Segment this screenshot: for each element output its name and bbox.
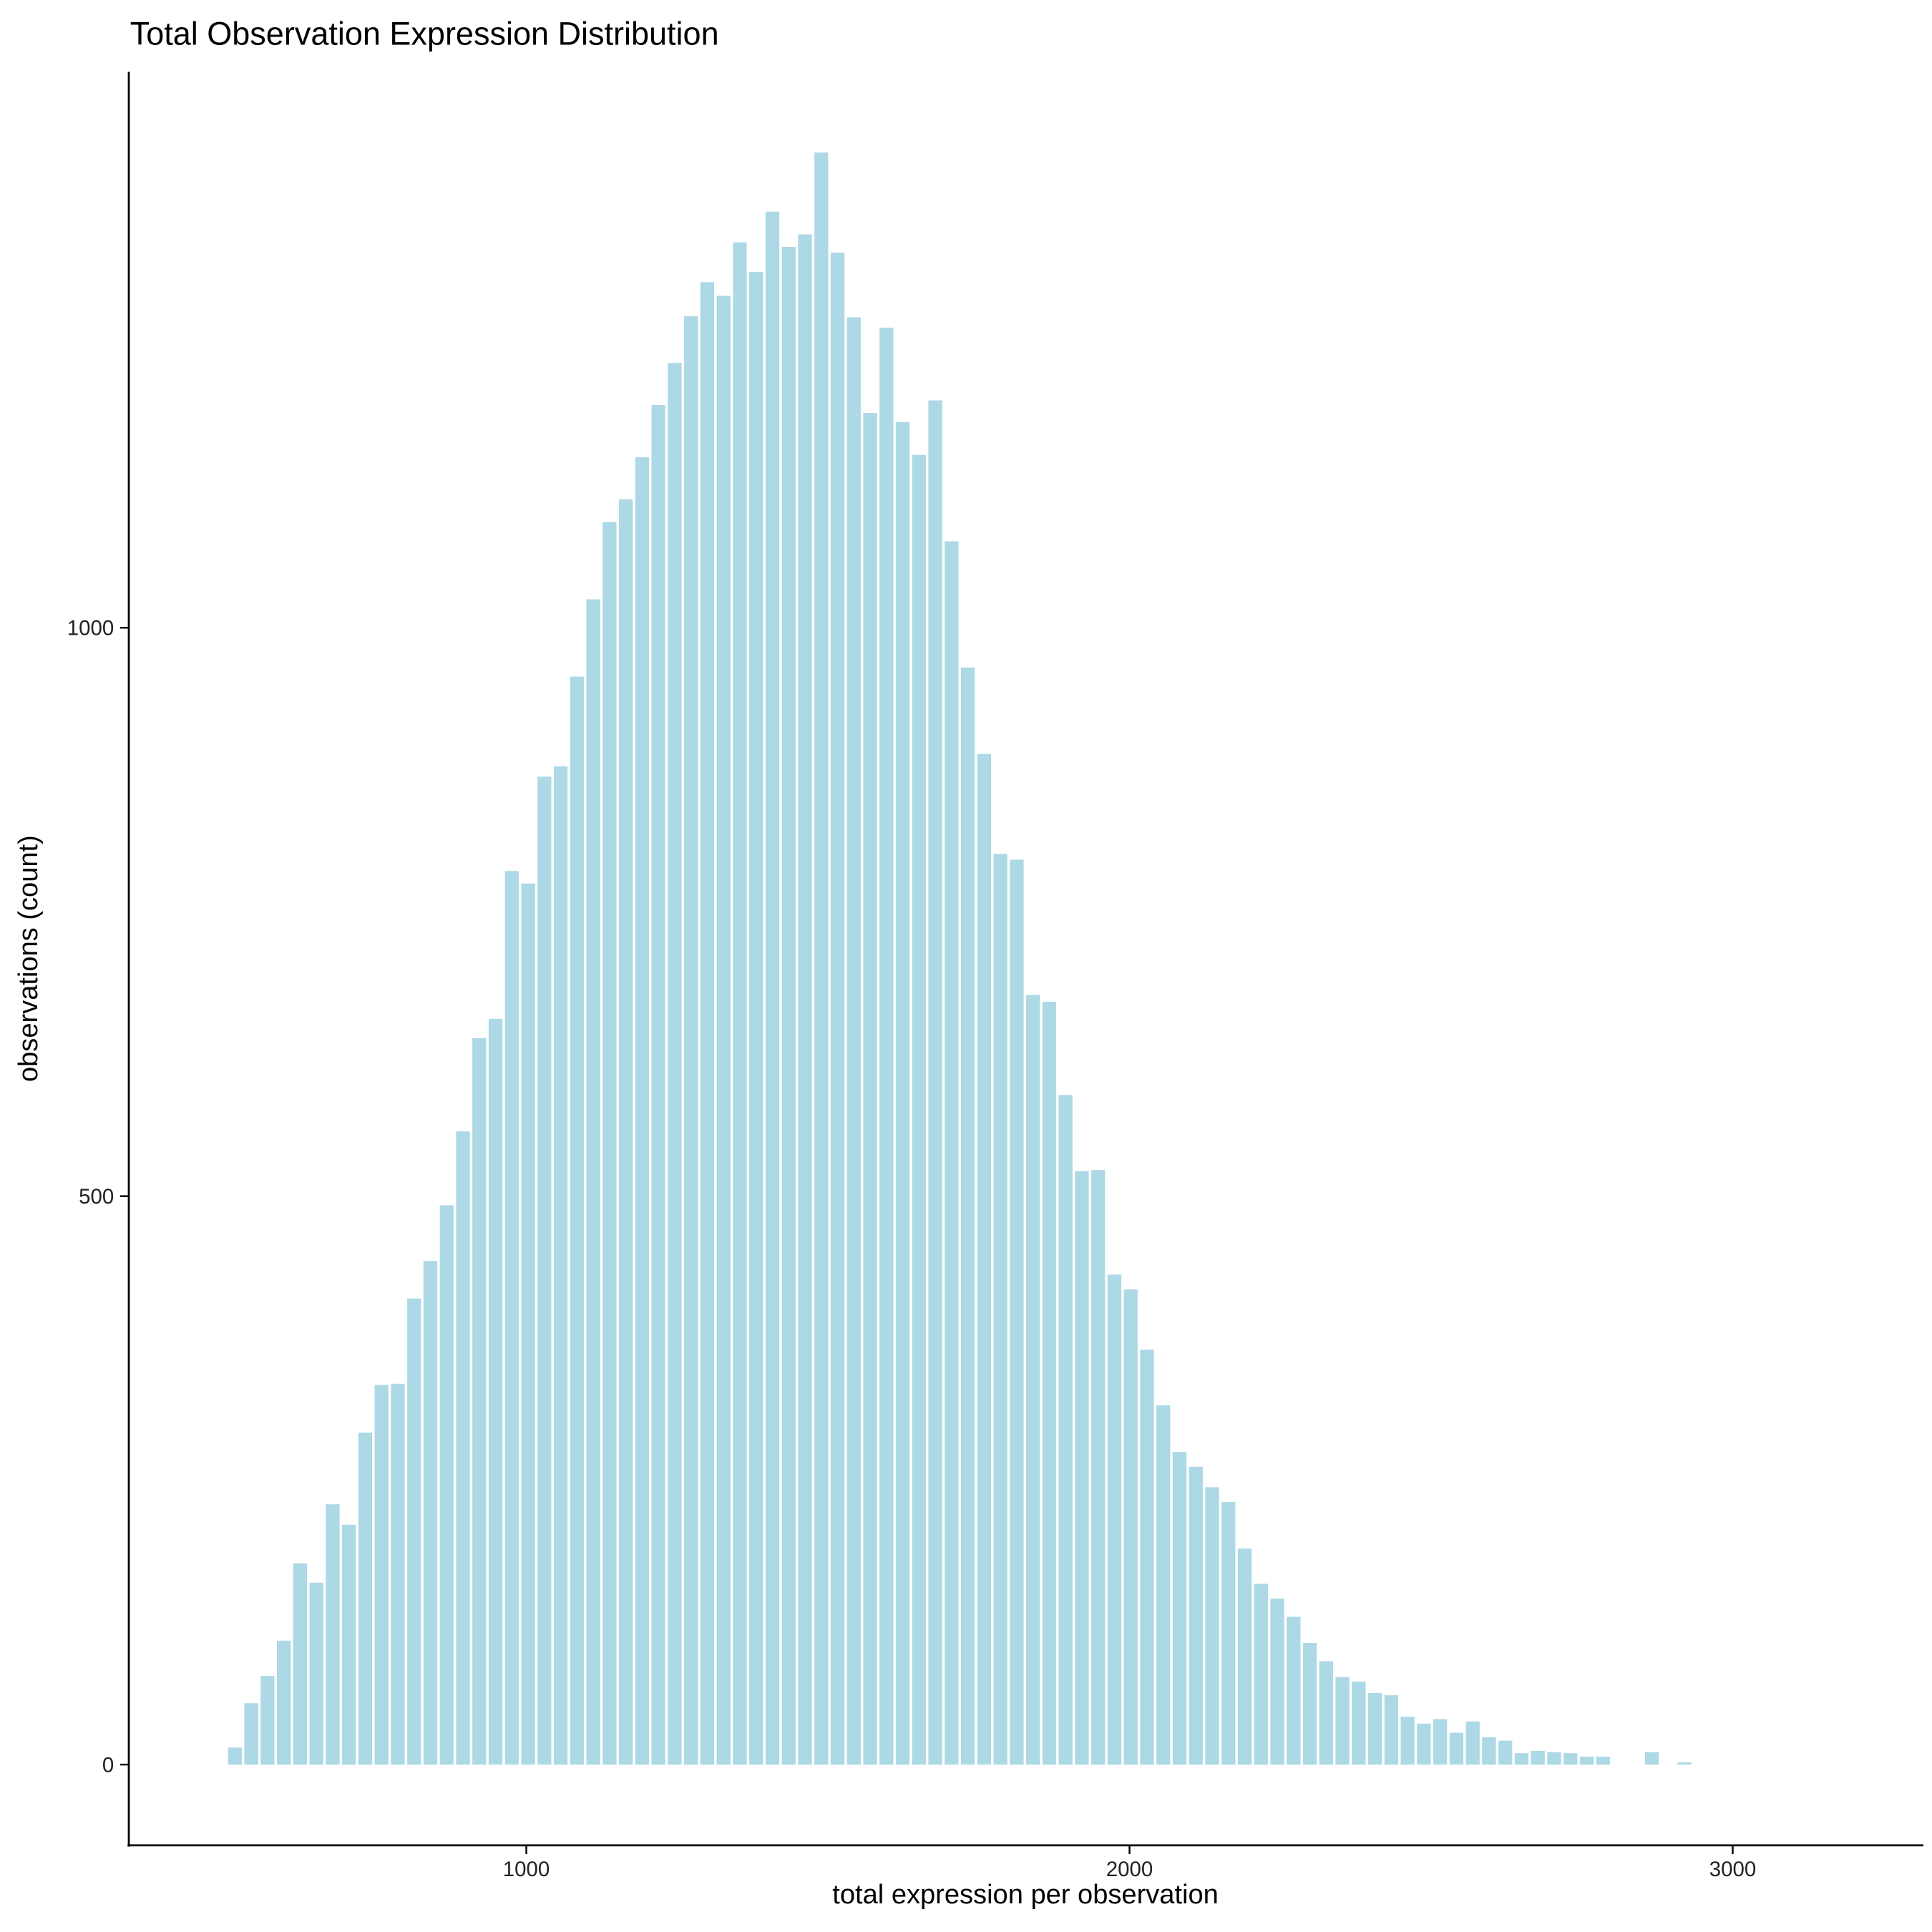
histogram-bar xyxy=(1579,1756,1594,1765)
histogram-bar xyxy=(521,883,535,1765)
histogram-bar xyxy=(1172,1452,1187,1765)
histogram-bar xyxy=(1352,1682,1366,1765)
histogram-bar xyxy=(895,421,910,1765)
histogram-bar xyxy=(1091,1170,1106,1765)
histogram-bar xyxy=(374,1385,389,1765)
histogram-bar xyxy=(504,871,519,1765)
histogram-bar xyxy=(945,541,959,1765)
histogram-bar xyxy=(488,1018,503,1765)
histogram-bar xyxy=(1367,1692,1382,1765)
histogram-bar xyxy=(326,1504,340,1765)
histogram-bar xyxy=(1514,1753,1529,1765)
histogram-bar xyxy=(700,282,715,1765)
histogram-bar xyxy=(1465,1721,1480,1765)
histogram-bar xyxy=(1547,1752,1561,1765)
histogram-bar xyxy=(635,457,650,1765)
histogram-bar xyxy=(1302,1643,1317,1765)
ticks-group: 1000 2000 3000 0 500 1000 xyxy=(67,617,1756,1881)
histogram-bar xyxy=(1010,859,1024,1765)
histogram-bar xyxy=(260,1676,275,1765)
x-tick-label: 1000 xyxy=(503,1858,550,1881)
histogram-bar xyxy=(1644,1752,1659,1765)
y-axis-label: observations (count) xyxy=(14,835,44,1082)
histogram-bar xyxy=(472,1038,487,1765)
y-tick-label: 0 xyxy=(102,1753,114,1777)
histogram-bar xyxy=(1123,1289,1138,1765)
histogram-bar xyxy=(618,499,633,1765)
histogram-bar xyxy=(423,1261,438,1765)
histogram-bar xyxy=(993,854,1008,1765)
histogram-bar xyxy=(342,1524,356,1765)
chart-title: Total Observation Expression Distributio… xyxy=(130,15,719,52)
histogram-bar xyxy=(570,676,584,1765)
histogram-bar xyxy=(1107,1274,1122,1765)
histogram-bar xyxy=(1384,1695,1399,1765)
histogram-bar xyxy=(553,766,568,1765)
histogram-bar xyxy=(879,327,894,1765)
histogram-bar xyxy=(309,1582,323,1765)
histogram-bar xyxy=(733,242,747,1765)
histogram-bar xyxy=(668,363,682,1765)
histogram-bar xyxy=(798,234,812,1765)
histogram-bar xyxy=(1058,1095,1073,1765)
histogram-bar xyxy=(1417,1723,1431,1765)
x-tick-label: 3000 xyxy=(1709,1858,1756,1881)
histogram-bar xyxy=(391,1383,405,1765)
histogram-bar xyxy=(1270,1599,1284,1765)
histogram-bar xyxy=(228,1747,243,1765)
histogram-bar xyxy=(1531,1750,1545,1765)
histogram-bar xyxy=(1482,1737,1496,1765)
histogram-bar xyxy=(912,454,926,1765)
x-axis-label: total expression per observation xyxy=(832,1880,1219,1910)
histogram-bar xyxy=(814,152,829,1765)
histogram-bar xyxy=(716,296,731,1765)
histogram-bar xyxy=(1189,1466,1203,1765)
histogram-bar xyxy=(1287,1616,1301,1765)
histogram-bar xyxy=(586,599,600,1765)
histogram-bar xyxy=(1563,1753,1578,1765)
histogram-bar xyxy=(1237,1548,1252,1765)
histogram-bar xyxy=(276,1640,291,1765)
histogram-bar xyxy=(847,317,861,1765)
histogram-bar xyxy=(537,776,552,1765)
histogram-bar xyxy=(358,1433,373,1765)
histogram-bar xyxy=(1205,1487,1219,1765)
histogram-bar xyxy=(456,1131,470,1765)
histogram-bar xyxy=(1254,1584,1268,1765)
histogram-bar xyxy=(928,400,942,1765)
histogram-bar xyxy=(781,247,796,1765)
histogram-bar xyxy=(1677,1762,1692,1765)
histogram-bar xyxy=(1140,1350,1154,1765)
bars-group xyxy=(228,152,1692,1765)
histogram-bar xyxy=(977,753,992,1765)
histogram-bar xyxy=(1156,1405,1171,1765)
histogram-bar xyxy=(244,1703,258,1765)
x-tick-label: 2000 xyxy=(1106,1858,1153,1881)
histogram-bar xyxy=(1498,1740,1513,1765)
histogram-bar xyxy=(830,252,845,1765)
histogram-bar xyxy=(684,316,698,1765)
histogram-bar xyxy=(749,272,763,1765)
histogram-bar xyxy=(651,404,665,1765)
y-tick-label: 500 xyxy=(79,1185,114,1209)
histogram-bar xyxy=(439,1205,454,1765)
histogram-bar xyxy=(1400,1717,1415,1765)
histogram-bar xyxy=(293,1563,308,1765)
histogram-bar xyxy=(407,1298,421,1765)
histogram-bar xyxy=(1596,1756,1610,1765)
y-tick-label: 1000 xyxy=(67,617,114,640)
histogram-bar xyxy=(1221,1502,1236,1765)
histogram-bar xyxy=(1319,1661,1333,1765)
histogram-bar xyxy=(1025,995,1040,1765)
histogram-bar xyxy=(1335,1677,1350,1765)
histogram-bar xyxy=(765,211,780,1765)
histogram-bar xyxy=(602,522,617,1765)
histogram-bar xyxy=(863,413,877,1765)
histogram-bar xyxy=(1042,1001,1057,1765)
histogram-bar xyxy=(1075,1171,1089,1765)
histogram-bar xyxy=(1433,1719,1448,1765)
histogram-bar xyxy=(960,667,975,1765)
histogram-bar xyxy=(1449,1732,1464,1765)
